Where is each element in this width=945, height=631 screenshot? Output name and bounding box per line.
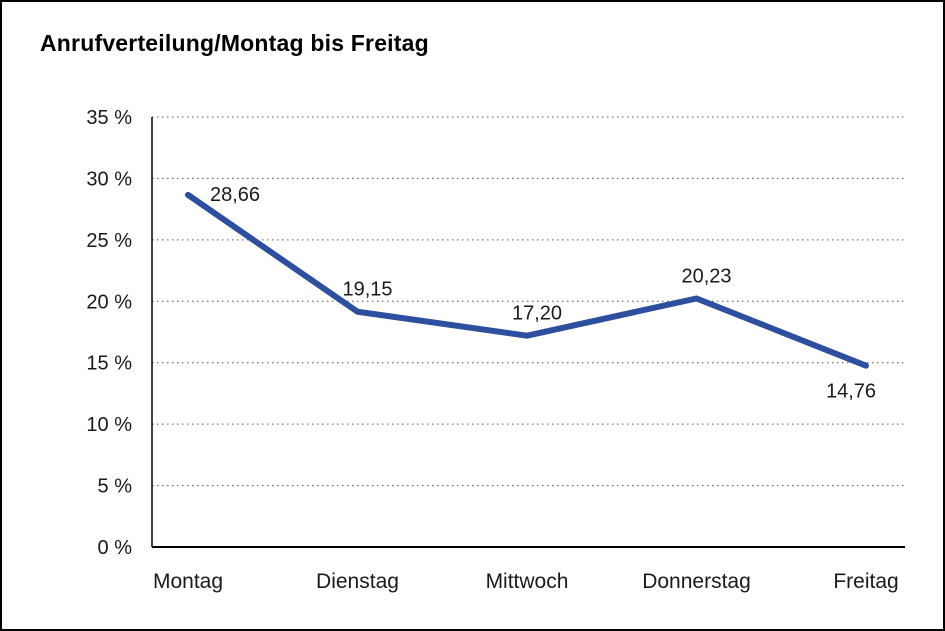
chart-title: Anrufverteilung/Montag bis Freitag (40, 30, 429, 56)
data-point-label: 20,23 (681, 265, 731, 287)
data-point-label: 14,76 (826, 381, 876, 403)
y-tick-label: 25 % (86, 230, 132, 252)
y-tick-label: 30 % (86, 168, 132, 190)
x-category-label: Donnerstag (642, 570, 751, 593)
y-tick-label: 20 % (86, 291, 132, 313)
data-series-line (185, 191, 869, 369)
y-tick-label: 5 % (98, 476, 133, 498)
data-point-label: 28,66 (210, 184, 260, 206)
x-category-label: Mittwoch (486, 570, 569, 593)
y-tick-label: 15 % (86, 353, 132, 375)
data-point-label: 17,20 (512, 303, 562, 325)
y-tick-label: 35 % (86, 107, 132, 129)
x-category-label: Dienstag (316, 570, 399, 593)
y-tick-label: 10 % (86, 414, 132, 436)
x-category-label: Freitag (833, 570, 898, 593)
y-tick-label: 0 % (98, 537, 133, 559)
data-point-label: 19,15 (342, 279, 392, 301)
x-category-label: Montag (153, 570, 223, 593)
